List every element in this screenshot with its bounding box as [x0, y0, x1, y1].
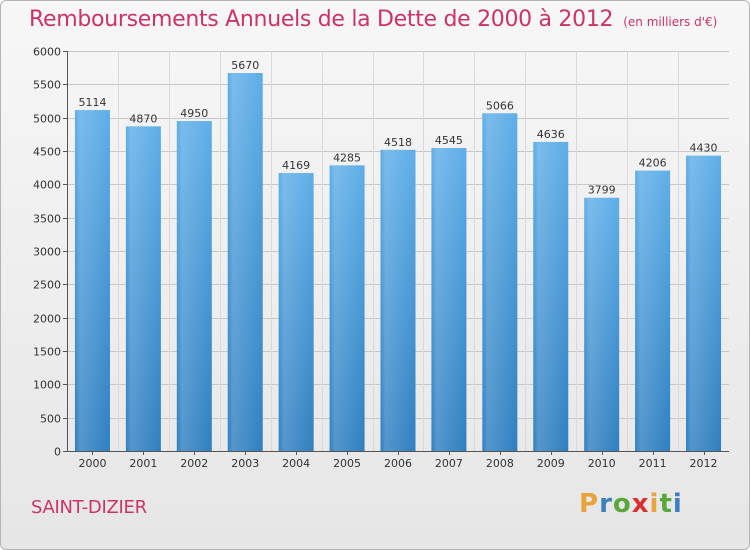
logo-letter: P — [579, 489, 600, 519]
bar-highlight — [227, 73, 263, 451]
bar-value-label: 4545 — [435, 134, 463, 147]
bar-highlight — [278, 173, 314, 452]
bar-value-label: 4518 — [384, 136, 412, 149]
bar-highlight — [125, 126, 161, 451]
bar-value-label: 5670 — [231, 59, 259, 72]
x-tick-label: 2010 — [588, 457, 616, 470]
bar-highlight — [584, 197, 620, 451]
logo-letter: x — [631, 489, 650, 519]
bar-highlight — [482, 113, 518, 452]
x-tick-label: 2006 — [384, 457, 412, 470]
bar-value-label: 4870 — [129, 112, 157, 125]
bar-value-label: 4636 — [537, 128, 565, 141]
bar-value-label: 4950 — [180, 107, 208, 120]
x-tick-label: 2002 — [180, 457, 208, 470]
logo-letter: o — [612, 489, 632, 519]
bar-value-label: 3799 — [588, 184, 616, 197]
x-tick-label: 2011 — [639, 457, 667, 470]
chart-title-text: Remboursements Annuels de la Dette de 20… — [29, 7, 614, 32]
bar-highlight — [533, 141, 569, 451]
x-tick-label: 2001 — [129, 457, 157, 470]
x-tick-label: 2004 — [282, 457, 310, 470]
y-tick-label: 6000 — [33, 46, 61, 59]
bar-highlight — [74, 110, 110, 452]
y-tick-label: 500 — [40, 413, 61, 426]
y-tick-label: 4000 — [33, 179, 61, 192]
y-tick-label: 3000 — [33, 246, 61, 259]
chart-title: Remboursements Annuels de la Dette de 20… — [29, 7, 717, 32]
y-tick-label: 5500 — [33, 79, 61, 92]
bar-value-label: 5066 — [486, 99, 514, 112]
y-tick-label: 1500 — [33, 346, 61, 359]
bar-value-label: 4169 — [282, 159, 310, 172]
bar-value-label: 4206 — [639, 157, 667, 170]
logo-letter: i — [672, 489, 683, 519]
bars — [74, 73, 722, 452]
x-tick-label: 2005 — [333, 457, 361, 470]
bar-highlight — [329, 165, 365, 452]
bar-highlight — [176, 121, 212, 451]
x-tick-label: 2012 — [690, 457, 718, 470]
logo-letter: t — [659, 489, 673, 519]
x-tick-label: 2003 — [231, 457, 259, 470]
y-tick-label: 0 — [54, 446, 61, 459]
bar-value-label: 5114 — [78, 96, 106, 109]
y-tick-label: 4500 — [33, 146, 61, 159]
chart-unit: (en milliers d'€) — [623, 15, 718, 29]
y-tick-label: 2000 — [33, 313, 61, 326]
axes — [63, 51, 729, 455]
bar-highlight — [686, 155, 722, 451]
labels: 0 500 1000 1500 2000 2500 3000 3500 4000 4500 5000… — [33, 46, 718, 471]
proxiti-logo[interactable]: Proxiti — [579, 489, 683, 519]
logo-letter: r — [599, 489, 613, 519]
bar-highlight — [431, 148, 467, 451]
bar-highlight — [380, 149, 416, 452]
x-tick-label: 2000 — [78, 457, 106, 470]
city-name: SAINT-DIZIER — [31, 497, 147, 518]
bar-value-label: 4285 — [333, 151, 361, 164]
bar-value-label: 4430 — [690, 142, 718, 155]
y-tick-label: 1000 — [33, 379, 61, 392]
y-tick-label: 5000 — [33, 113, 61, 126]
x-tick-label: 2009 — [537, 457, 565, 470]
y-tick-label: 2500 — [33, 279, 61, 292]
logo-letter: i — [649, 489, 660, 519]
bar-highlight — [635, 170, 671, 451]
x-tick-label: 2008 — [486, 457, 514, 470]
y-tick-label: 3500 — [33, 213, 61, 226]
x-tick-label: 2007 — [435, 457, 463, 470]
